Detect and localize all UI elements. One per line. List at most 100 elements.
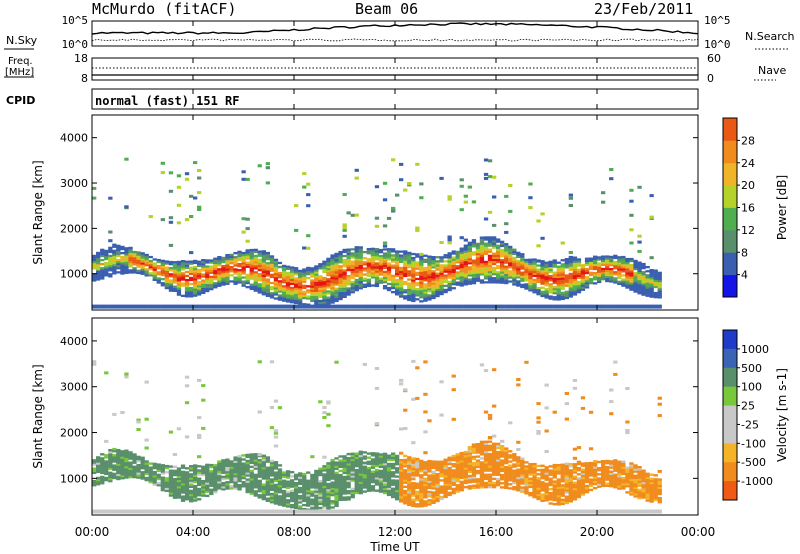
echo-cell: [391, 481, 396, 484]
echo-cell: [273, 477, 279, 480]
echo-cell: [144, 462, 149, 465]
echo-cell: [221, 465, 226, 468]
echo-cell: [617, 475, 622, 478]
echo-cell: [184, 304, 190, 309]
echo-cell: [269, 488, 275, 491]
echo-cell: [330, 299, 335, 302]
echo-cell: [318, 299, 323, 303]
echo-cell: [322, 416, 327, 419]
echo-cell: [273, 489, 279, 493]
echo-cell: [160, 304, 165, 309]
echo-cell: [370, 253, 376, 257]
echo-cell: [281, 475, 287, 478]
echo-cell: [443, 278, 448, 281]
echo-cell: [552, 265, 557, 268]
echo-cell: [403, 500, 408, 503]
echo-cell: [237, 275, 242, 278]
echo-cell: [358, 283, 363, 286]
echo-cell: [516, 272, 521, 275]
echo-cell: [342, 486, 347, 489]
echo-cell: [500, 265, 505, 268]
echo-cell: [124, 476, 129, 479]
echo-cell: [253, 248, 258, 251]
echo-cell: [556, 288, 561, 291]
echo-cell: [261, 454, 266, 457]
echo-cell: [463, 452, 468, 456]
echo-cell: [354, 284, 359, 288]
echo-cell: [447, 235, 452, 239]
echo-cell: [512, 473, 517, 476]
echo-cell: [617, 304, 622, 309]
echo-cell: [201, 261, 206, 264]
echo-cell: [617, 260, 622, 263]
echo-cell: [281, 268, 287, 272]
echo-cell: [572, 256, 578, 259]
echo-cell: [269, 463, 275, 467]
echo-cell: [621, 462, 626, 465]
echo-cell: [96, 509, 101, 514]
echo-cell: [241, 304, 246, 309]
echo-cell: [378, 265, 384, 268]
echo-cell: [241, 217, 246, 221]
echo-cell: [338, 304, 343, 309]
echo-cell: [261, 462, 266, 466]
echo-cell: [395, 475, 400, 478]
echo-cell: [564, 474, 569, 478]
echo-cell: [386, 262, 392, 265]
echo-cell: [540, 292, 545, 295]
echo-cell: [261, 487, 266, 490]
echo-cell: [358, 467, 363, 470]
echo-cell: [395, 489, 400, 493]
echo-cell: [588, 279, 594, 283]
echo-cell: [427, 509, 432, 514]
echo-cell: [403, 458, 408, 462]
echo-cell: [261, 264, 266, 267]
echo-cell: [261, 493, 266, 497]
echo-cell: [209, 463, 214, 467]
echo-cell: [588, 263, 594, 266]
echo-cell: [512, 248, 517, 251]
echo-cell: [435, 266, 440, 269]
echo-cell: [221, 273, 226, 276]
echo-cell: [180, 262, 186, 265]
echo-cell: [342, 463, 347, 466]
echo-cell: [544, 495, 549, 498]
echo-cell: [346, 279, 351, 282]
echo-cell: [451, 264, 456, 267]
echo-cell: [459, 253, 464, 256]
echo-cell: [310, 504, 315, 508]
echo-cell: [245, 263, 250, 266]
echo-cell: [411, 273, 416, 276]
echo-cell: [588, 466, 594, 469]
echo-cell: [576, 460, 582, 464]
echo-cell: [391, 208, 396, 212]
echo-cell: [176, 269, 182, 272]
echo-cell: [189, 262, 194, 265]
echo-cell: [588, 273, 594, 277]
echo-cell: [593, 257, 598, 260]
echo-cell: [407, 481, 412, 484]
echo-cell: [378, 484, 384, 487]
echo-cell: [520, 467, 525, 471]
echo-cell: [391, 158, 396, 162]
echo-cell: [322, 291, 327, 294]
echo-cell: [358, 452, 363, 456]
echo-cell: [132, 453, 137, 456]
echo-cell: [637, 290, 642, 293]
echo-cell: [459, 458, 464, 461]
echo-cell: [350, 462, 355, 466]
echo-cell: [504, 304, 509, 309]
echo-cell: [306, 502, 311, 505]
echo-cell: [475, 484, 481, 487]
echo-cell: [318, 502, 323, 505]
echo-cell: [487, 175, 493, 179]
echo-cell: [415, 503, 420, 506]
echo-cell: [326, 468, 331, 471]
echo-cell: [366, 274, 371, 277]
echo-cell: [479, 271, 485, 274]
echo-cell: [241, 266, 246, 269]
echo-cell: [269, 468, 275, 471]
echo-cell: [471, 282, 477, 285]
echo-cell: [184, 281, 190, 284]
echo-cell: [112, 458, 117, 461]
